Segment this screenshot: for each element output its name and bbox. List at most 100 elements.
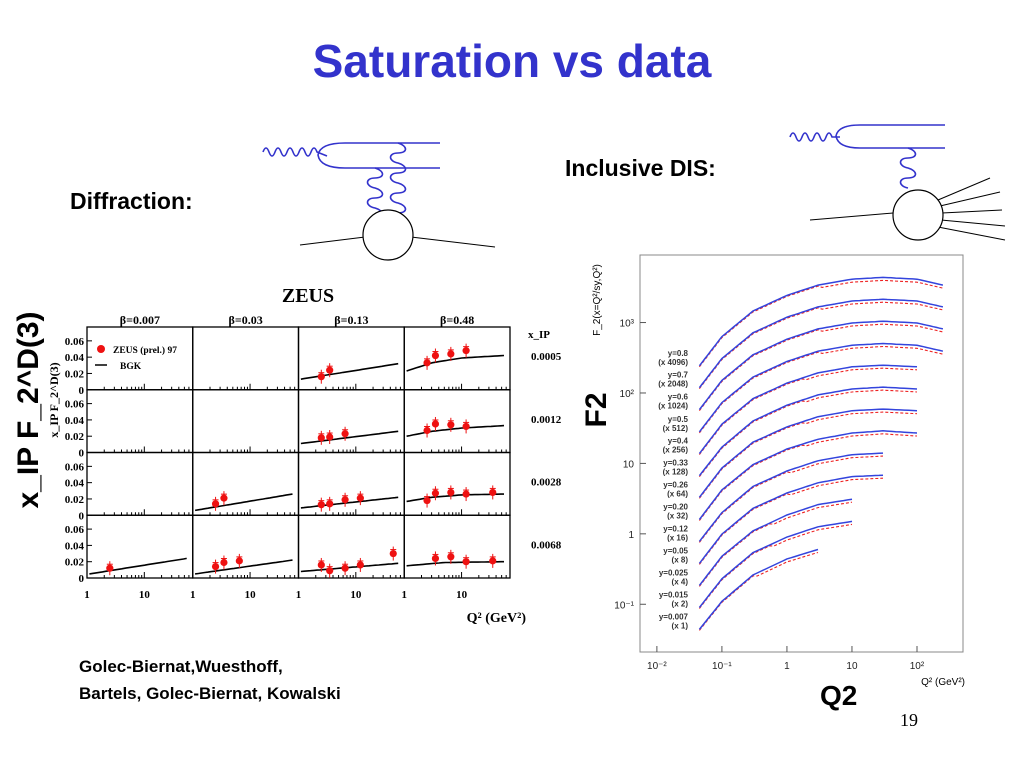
x-tick-label: 1	[784, 661, 790, 672]
data-point	[356, 561, 364, 569]
y-tick-label: 10⁻¹	[614, 600, 634, 611]
alt-model-curve	[698, 433, 918, 521]
model-curve	[194, 493, 293, 512]
x-axis-label: Q² (GeV²)	[467, 611, 527, 626]
data-point	[220, 494, 228, 502]
y-tick-label: 0.04	[65, 352, 85, 364]
final-state-line	[937, 226, 1006, 241]
series-label: y=0.8	[668, 349, 689, 358]
alt-model-curve	[698, 345, 944, 434]
legend-data-label: ZEUS (prel.) 97	[113, 345, 177, 356]
citation-1: Golec-Biernat,Wuesthoff,	[79, 657, 283, 676]
y-tick-label: 0.06	[65, 461, 85, 473]
x-axis-label-big: Q2	[820, 680, 857, 711]
inclusive-dis-label: Inclusive DIS:	[565, 155, 716, 181]
row-label: 0.0028	[531, 477, 562, 489]
y-tick-label: 0	[79, 573, 85, 585]
series-scale-label: (x 2048)	[658, 380, 688, 389]
chart-title: ZEUS	[282, 285, 334, 307]
y-axis-label-small: x_IP F_2^D(3)	[47, 362, 61, 437]
data-point	[447, 553, 455, 561]
data-point	[326, 366, 334, 374]
data-point	[431, 489, 440, 497]
model-curve	[698, 298, 944, 389]
x-tick-label: 10⁻¹	[712, 661, 732, 672]
column-label: β=0.03	[229, 313, 263, 327]
series-scale-label: (x 4)	[672, 577, 689, 586]
y-tick-label: 0.04	[65, 540, 85, 552]
series-label: y=0.7	[668, 371, 689, 380]
series-scale-label: (x 64)	[667, 489, 688, 498]
data-point	[431, 351, 440, 360]
model-curve	[698, 342, 944, 433]
model-curve	[406, 424, 505, 437]
data-point	[341, 496, 349, 504]
alt-model-curve	[698, 389, 918, 478]
y-tick-label: 10³	[620, 319, 635, 330]
row-label: 0.0005	[531, 351, 562, 363]
data-point	[326, 433, 334, 441]
data-point	[356, 494, 364, 502]
model-curve	[698, 320, 944, 411]
data-point	[462, 347, 470, 355]
data-point	[423, 359, 431, 367]
y-tick-label: 0.04	[65, 478, 85, 490]
slide-title: Saturation vs data	[312, 35, 712, 87]
y-tick-label: 0.04	[65, 415, 85, 427]
series-label: y=0.12	[663, 524, 688, 533]
legend-model-label: BGK	[120, 362, 142, 372]
proton-blob	[892, 189, 944, 241]
y-tick-label: 0	[79, 510, 85, 522]
data-point	[317, 561, 325, 569]
alt-model-curve	[698, 323, 944, 411]
x-axis-label: Q² (GeV²)	[921, 677, 965, 688]
model-curve	[698, 430, 918, 520]
diffraction-label: Diffraction:	[70, 188, 193, 214]
model-curve	[406, 560, 504, 567]
series-scale-label: (x 1)	[672, 621, 689, 630]
y-tick-label: 10²	[620, 389, 635, 400]
series-label: y=0.025	[659, 568, 689, 577]
data-point	[341, 564, 349, 572]
row-label: 0.0012	[531, 414, 562, 426]
model-curve	[698, 474, 884, 564]
gluon-coil-1	[366, 167, 384, 219]
x-tick-label: 10	[245, 589, 257, 601]
gluon-coil-2	[389, 142, 407, 214]
data-point	[220, 558, 228, 567]
y-tick-label: 1	[628, 530, 634, 541]
final-state-line	[940, 219, 1006, 227]
data-point	[462, 558, 470, 566]
model-curve	[406, 354, 505, 372]
model-curve	[698, 364, 918, 455]
x-tick-label: 1	[84, 589, 90, 601]
model-curve	[698, 520, 853, 608]
data-point	[106, 564, 114, 572]
x-tick-label: 10	[350, 589, 362, 601]
data-point	[423, 496, 431, 505]
x-tick-label: 1	[190, 589, 196, 601]
x-tick-label: 10²	[910, 661, 925, 672]
y-tick-label: 0.02	[65, 557, 85, 569]
x-tick-label: 10⁻²	[647, 661, 667, 672]
x-tick-label: 10	[139, 589, 151, 601]
outgoing-proton-line	[410, 236, 496, 248]
series-label: y=0.5	[668, 415, 689, 424]
y-tick-label: 10	[623, 459, 635, 470]
x-tick-label: 10	[846, 661, 858, 672]
alt-model-curve	[698, 501, 853, 587]
y-axis-label: F_2(x=Q²/sy,Q²)	[592, 264, 603, 336]
y-tick-label: 0.02	[65, 431, 85, 443]
alt-model-curve	[698, 551, 819, 631]
y-axis-label-big: F2	[580, 392, 613, 427]
model-curve	[89, 557, 187, 575]
y-tick-label: 0.06	[65, 399, 85, 411]
series-scale-label: (x 128)	[663, 468, 689, 477]
incoming-proton-line	[809, 212, 894, 221]
series-label: y=0.33	[663, 459, 688, 468]
data-point	[317, 434, 325, 442]
data-point	[423, 426, 431, 435]
series-scale-label: (x 32)	[667, 511, 688, 520]
